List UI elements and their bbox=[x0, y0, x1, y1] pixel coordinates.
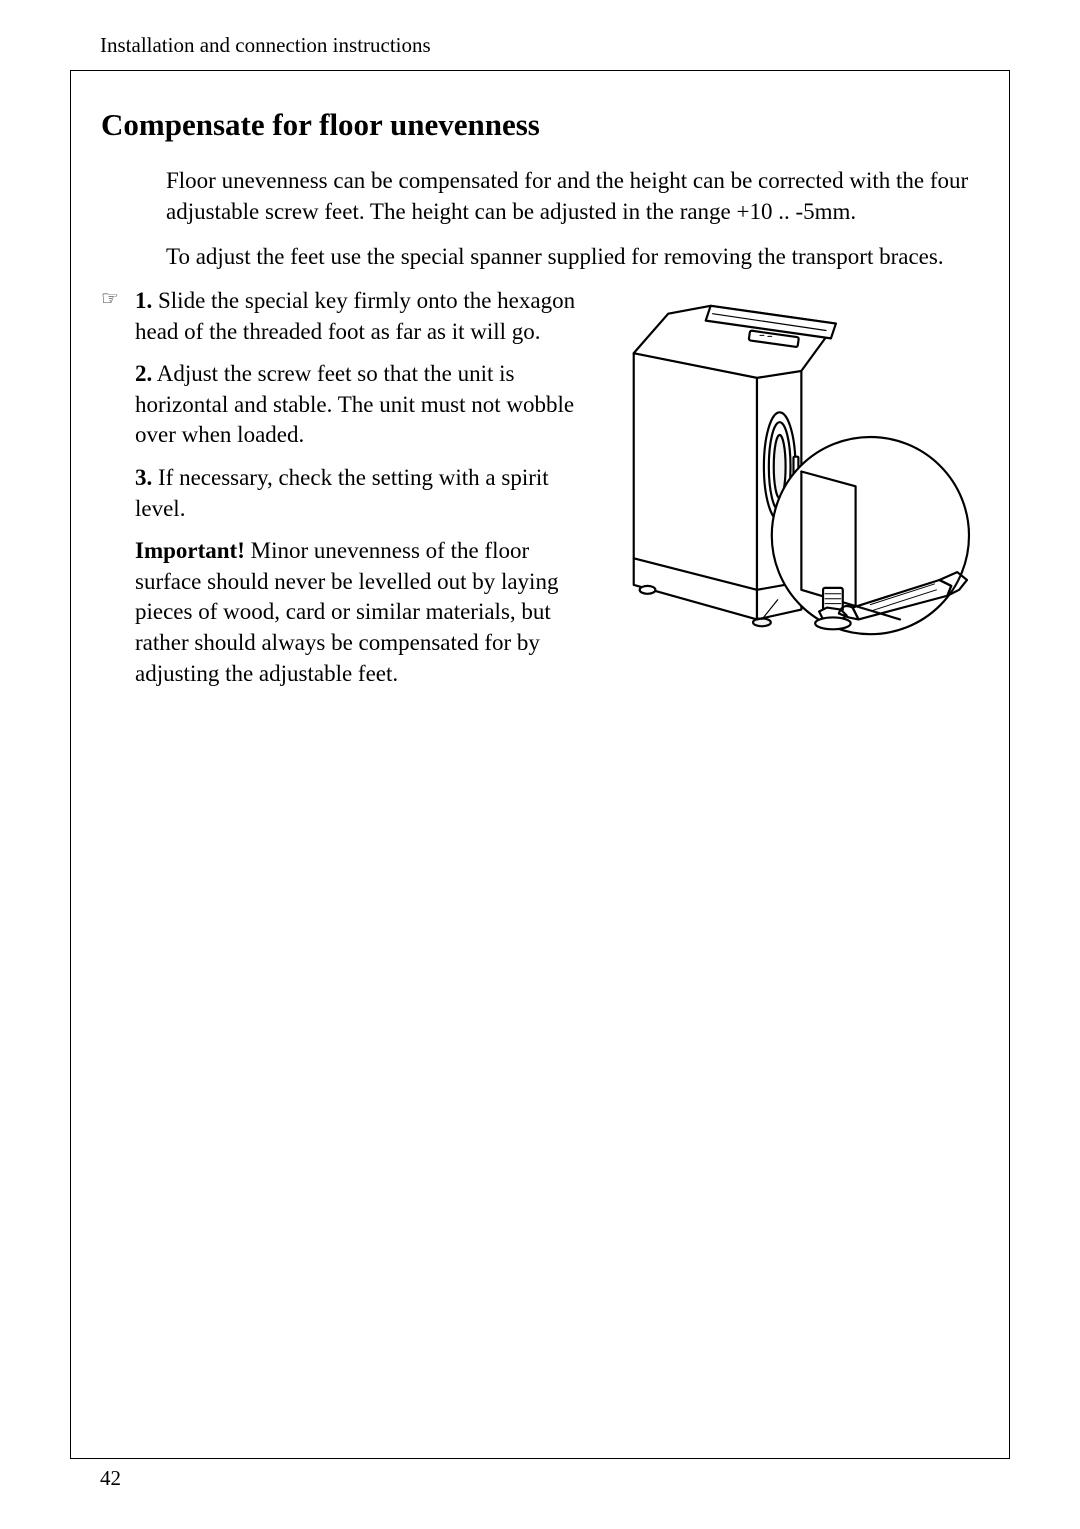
hand-pointer-icon: ☞ bbox=[101, 286, 131, 313]
step-3: 3. If necessary, check the setting with … bbox=[135, 463, 586, 524]
step-list: ☞ 1. Slide the special key firmly onto t… bbox=[135, 286, 586, 689]
washer-foot-adjust-illustration bbox=[604, 294, 979, 649]
step-number: 1. bbox=[135, 288, 152, 313]
page-frame: Installation and connection instructions… bbox=[70, 70, 1010, 1459]
steps-and-figure: ☞ 1. Slide the special key firmly onto t… bbox=[101, 286, 979, 701]
steps-column: ☞ 1. Slide the special key firmly onto t… bbox=[101, 286, 586, 701]
step-1: ☞ 1. Slide the special key firmly onto t… bbox=[135, 286, 586, 347]
step-2: 2. Adjust the screw feet so that the uni… bbox=[135, 359, 586, 451]
intro-paragraph-2: To adjust the feet use the special spann… bbox=[166, 241, 979, 272]
intro-paragraph-1: Floor unevenness can be compensated for … bbox=[166, 165, 979, 227]
step-text: Slide the special key firmly onto the he… bbox=[135, 288, 575, 344]
important-note: Important! Minor unevenness of the floor… bbox=[135, 536, 586, 689]
figure-column bbox=[604, 286, 979, 649]
intro-block: Floor unevenness can be compensated for … bbox=[166, 165, 979, 272]
page-number: 42 bbox=[100, 1466, 121, 1491]
step-text: Adjust the screw feet so that the unit i… bbox=[135, 361, 574, 447]
page-content: Compensate for floor unevenness Floor un… bbox=[71, 79, 1009, 701]
page-title: Compensate for floor unevenness bbox=[101, 107, 979, 143]
step-text: If necessary, check the setting with a s… bbox=[135, 465, 549, 521]
step-number: 2. bbox=[135, 361, 152, 386]
step-number: 3. bbox=[135, 465, 152, 490]
section-header: Installation and connection instructions bbox=[70, 33, 1010, 71]
important-label: Important! bbox=[135, 538, 245, 563]
